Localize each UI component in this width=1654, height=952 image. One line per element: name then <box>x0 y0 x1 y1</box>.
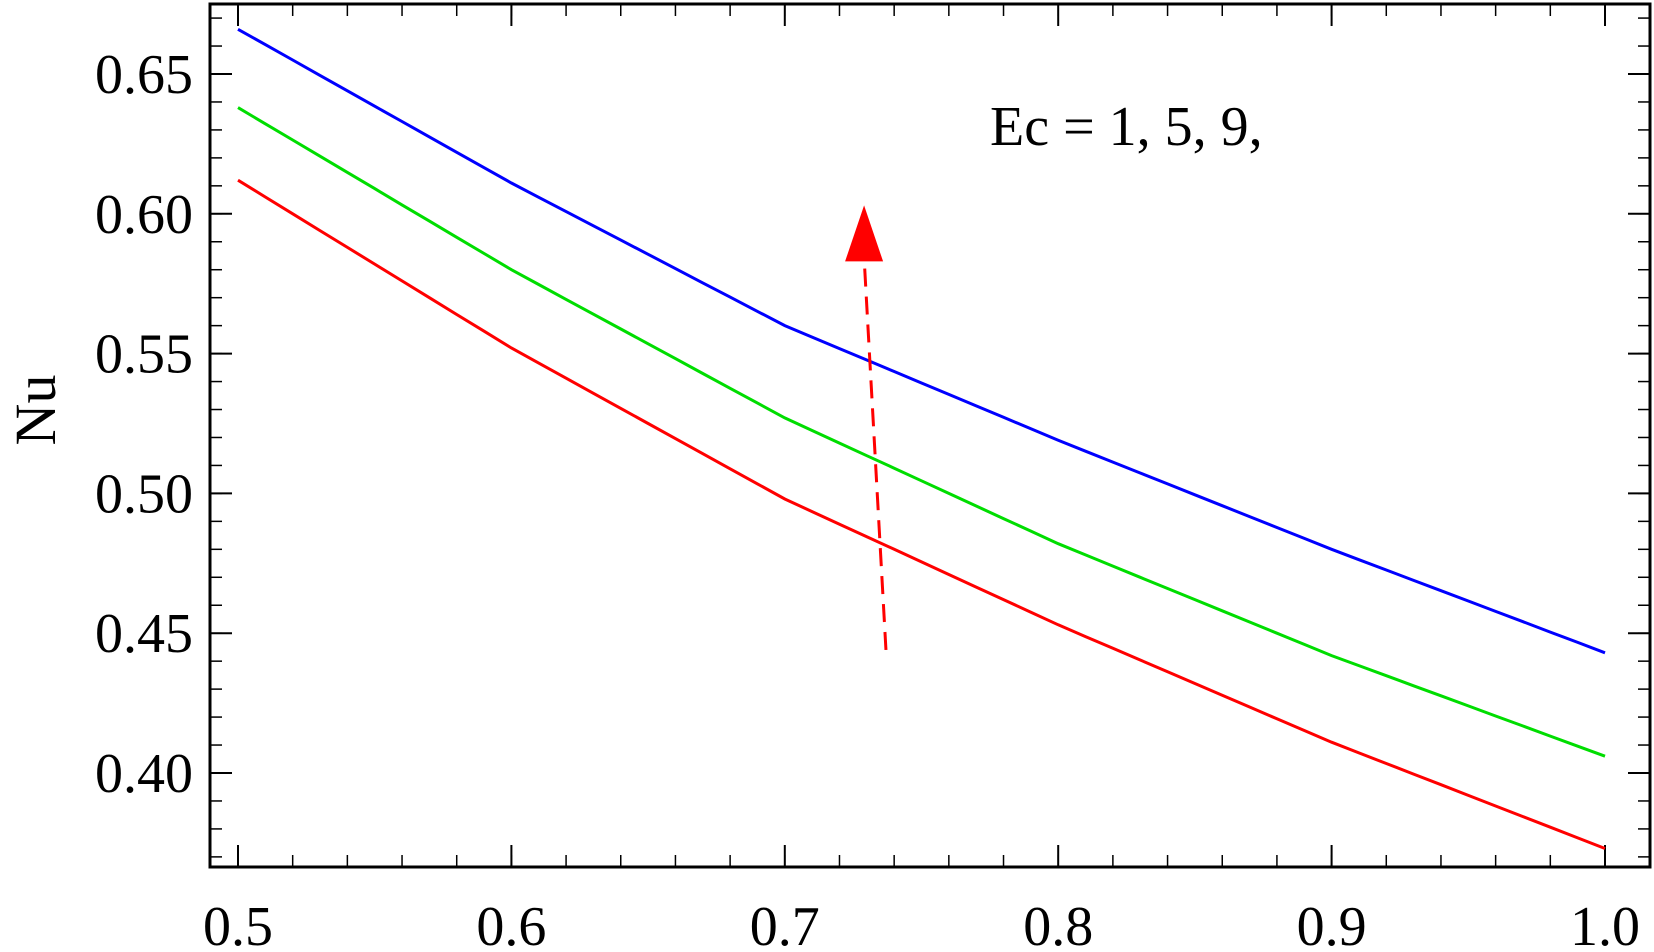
y-tick-label: 0.65 <box>95 44 193 106</box>
y-tick-label: 0.40 <box>95 743 193 805</box>
ec-annotation: Ec = 1, 5, 9, <box>990 96 1263 158</box>
axis-ticks <box>210 4 1650 867</box>
x-tick-label: 0.6 <box>476 896 546 952</box>
series-lines <box>237 27 1606 850</box>
y-axis-label: Nu <box>3 375 68 446</box>
series-line-2 <box>237 106 1606 758</box>
y-tick-label: 0.60 <box>95 184 193 246</box>
y-tick-label: 0.45 <box>95 603 193 665</box>
arrow-shaft <box>862 257 888 651</box>
arrow-head <box>845 205 884 262</box>
x-tick-label: 0.9 <box>1297 896 1367 952</box>
y-tick-label: 0.50 <box>95 463 193 525</box>
series-line-3 <box>237 27 1606 655</box>
plot-frame <box>208 2 1652 869</box>
y-tick-label: 0.55 <box>95 324 193 386</box>
x-tick-label: 0.8 <box>1023 896 1093 952</box>
trend-arrow <box>845 205 888 651</box>
axis-tick-labels: 0.5 0.6 0.7 0.8 0.9 1.0 0.40 0.45 0.50 0.55 0.60 0.… <box>95 44 1640 952</box>
x-tick-label: 0.7 <box>750 896 820 952</box>
x-tick-label: 0.5 <box>203 896 273 952</box>
x-tick-label: 1.0 <box>1570 896 1640 952</box>
series-line-1 <box>237 178 1606 850</box>
